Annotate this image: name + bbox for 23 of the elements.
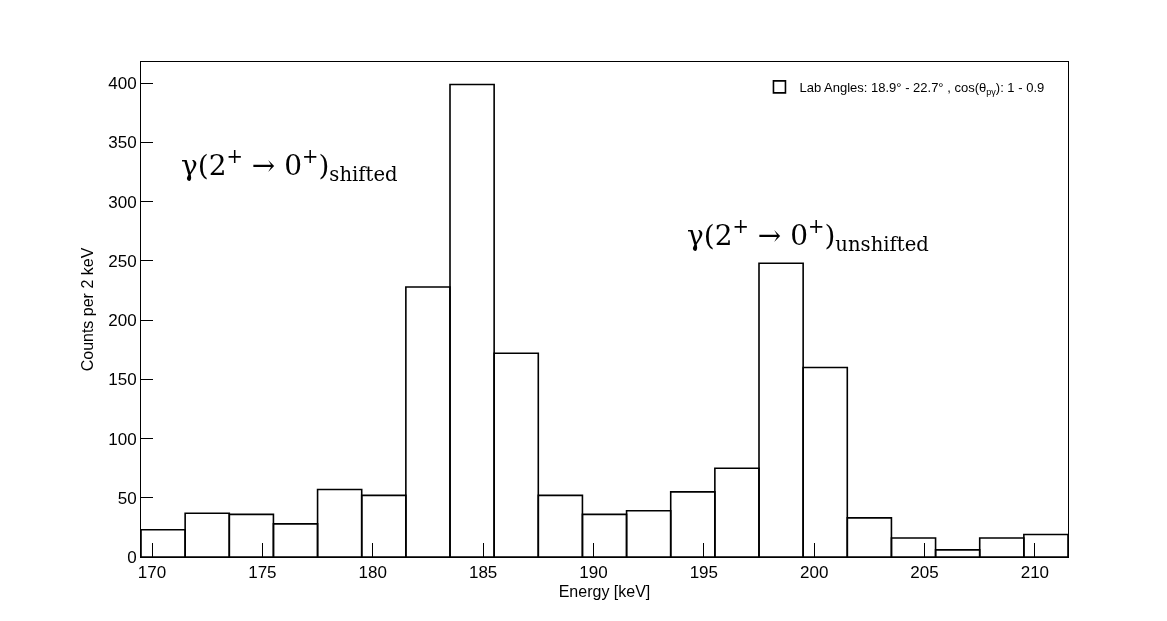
x-tick-label: 180 bbox=[358, 563, 387, 583]
x-tick-label: 195 bbox=[689, 563, 719, 583]
y-tick-label: 350 bbox=[108, 133, 137, 153]
y-tick-label: 300 bbox=[108, 192, 137, 212]
y-tick-label: 400 bbox=[108, 74, 137, 94]
x-tick-label: 175 bbox=[248, 563, 277, 583]
annotation: γ(2$^{+}$ → 0$^{+}$)$_{unshifted}$ bbox=[687, 215, 929, 256]
y-tick-label: 0 bbox=[127, 547, 137, 567]
annotation: γ(2$^{+}$ → 0$^{+}$)$_{shifted}$ bbox=[181, 145, 398, 186]
y-tick-label: 100 bbox=[108, 429, 137, 449]
y-tick-label: 250 bbox=[108, 251, 137, 271]
x-tick-label: 205 bbox=[910, 563, 939, 583]
x-tick-label: 185 bbox=[468, 563, 498, 583]
y-tick-label: 200 bbox=[108, 311, 137, 331]
x-axis-title: Energy [keV] bbox=[558, 583, 651, 601]
x-tick-label: 210 bbox=[1020, 563, 1050, 583]
y-axis-title: Counts per 2 keV bbox=[79, 247, 97, 372]
legend-label: Lab Angles: 18.9° - 22.7° , cos(θ$_{pγ}$): 1 - 0.9 bbox=[799, 79, 1045, 97]
y-tick-label: 150 bbox=[108, 370, 137, 390]
x-tick-label: 190 bbox=[579, 563, 608, 583]
x-tick-label: 200 bbox=[799, 563, 829, 583]
y-tick-label: 50 bbox=[117, 488, 137, 508]
x-tick-label: 170 bbox=[137, 563, 167, 583]
